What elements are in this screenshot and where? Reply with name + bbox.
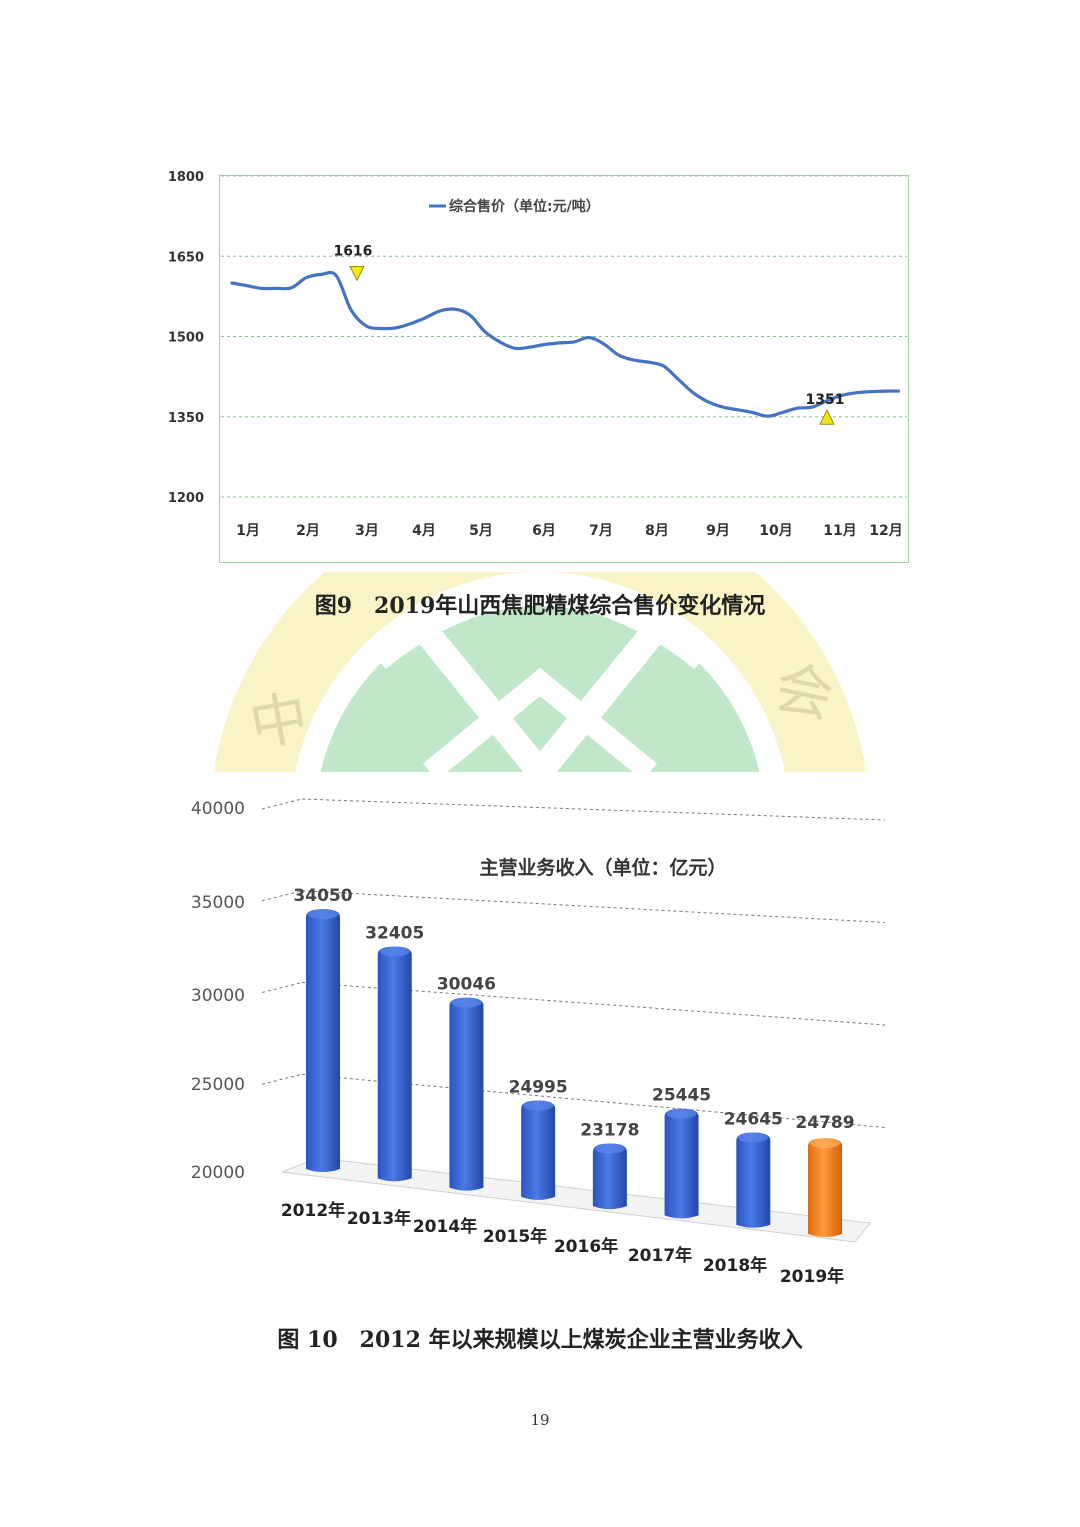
bar-value-label: 34050 bbox=[293, 886, 352, 906]
bar-body bbox=[449, 997, 484, 1191]
bar-value-label: 30046 bbox=[437, 975, 496, 995]
x-tick-label: 11月 bbox=[823, 523, 856, 539]
bar-top bbox=[594, 1143, 625, 1154]
bar-body bbox=[521, 1100, 556, 1200]
x-tick-label: 2017年 bbox=[628, 1245, 692, 1266]
y-tick-label: 25000 bbox=[191, 1075, 245, 1095]
bar-2016年 bbox=[592, 1143, 627, 1210]
bar-body bbox=[664, 1108, 699, 1219]
bar-chart-x-ticks: 2012年 2013年 2014年 2015年 2016年 2017年 2018年 2019年 bbox=[281, 1200, 844, 1287]
x-tick-label: 5月 bbox=[469, 523, 493, 539]
bar-2014年 bbox=[449, 997, 484, 1191]
x-tick-label: 2013年 bbox=[347, 1208, 411, 1229]
line-chart-legend: 综合售价（单位:元/吨） bbox=[429, 198, 600, 215]
bar-top bbox=[451, 997, 482, 1008]
bar-value-label: 24789 bbox=[795, 1113, 854, 1133]
x-tick-label: 2012年 bbox=[281, 1200, 345, 1221]
x-tick-label: 2015年 bbox=[483, 1226, 547, 1247]
bar-body bbox=[736, 1132, 771, 1228]
bar-top bbox=[738, 1132, 769, 1143]
y-tick-label: 40000 bbox=[191, 799, 245, 819]
max-marker bbox=[349, 265, 365, 282]
bar-2012年 bbox=[306, 909, 340, 1172]
bar-body bbox=[377, 946, 412, 1182]
bar-top bbox=[810, 1138, 840, 1149]
y-tick-label: 1350 bbox=[168, 411, 204, 426]
y-gridline-side bbox=[261, 798, 303, 810]
bar-top bbox=[308, 909, 338, 920]
line-chart-annotations: 1616 1351 bbox=[333, 243, 845, 425]
min-marker bbox=[819, 409, 835, 425]
bar-chart-title: 主营业务收入（单位：亿元） bbox=[479, 856, 726, 879]
bar-2013年 bbox=[377, 946, 412, 1182]
bar-body bbox=[306, 909, 340, 1172]
line-chart-grid bbox=[221, 175, 907, 498]
y-tick-label: 1200 bbox=[168, 491, 204, 506]
y-gridline bbox=[301, 890, 886, 923]
figure-9-caption: 图9 2019年山西焦肥精煤综合售价变化情况 bbox=[314, 593, 766, 619]
figure-10-caption: 图 10 2012 年以来规模以上煤炭企业主营业务收入 bbox=[277, 1327, 803, 1353]
x-tick-label: 2月 bbox=[296, 523, 320, 539]
max-annotation-label: 1616 bbox=[333, 243, 372, 259]
bar-value-label: 24995 bbox=[509, 1078, 568, 1098]
x-tick-label: 4月 bbox=[412, 523, 436, 539]
bar-body bbox=[592, 1143, 627, 1210]
y-gridline bbox=[301, 798, 886, 821]
bar-2019年 bbox=[808, 1138, 842, 1237]
bar-value-label: 32405 bbox=[365, 923, 424, 943]
min-annotation-label: 1351 bbox=[806, 392, 845, 408]
association-logo-watermark: 中 会 bbox=[215, 572, 865, 772]
bar-chart-bars bbox=[306, 909, 842, 1237]
y-tick-label: 35000 bbox=[191, 893, 245, 913]
bar-value-label: 24645 bbox=[724, 1110, 783, 1130]
bar-chart-grid bbox=[261, 798, 886, 1128]
y-tick-label: 20000 bbox=[191, 1163, 245, 1183]
x-tick-label: 2018年 bbox=[703, 1255, 767, 1276]
x-tick-label: 6月 bbox=[532, 523, 556, 539]
svg-text:会: 会 bbox=[769, 653, 840, 732]
y-gridline-side bbox=[261, 1073, 303, 1085]
bar-top bbox=[666, 1108, 697, 1119]
x-tick-label: 1月 bbox=[236, 523, 260, 539]
x-tick-label: 8月 bbox=[645, 523, 669, 539]
bar-chart-value-labels: 34050 32405 30046 24995 23178 25445 24645 24789 bbox=[293, 886, 854, 1140]
x-tick-label: 7月 bbox=[589, 523, 613, 539]
page-number: 19 bbox=[530, 1411, 550, 1429]
bar-value-label: 23178 bbox=[580, 1121, 639, 1141]
line-chart-y-ticks: 1200 1350 1500 1650 1800 bbox=[168, 170, 204, 506]
bar-2015年 bbox=[521, 1100, 556, 1200]
y-tick-label: 30000 bbox=[191, 986, 245, 1006]
x-tick-label: 10月 bbox=[759, 523, 792, 539]
y-tick-label: 1800 bbox=[168, 170, 204, 185]
bar-chart-floor bbox=[281, 1157, 871, 1243]
bar-2017年 bbox=[664, 1108, 699, 1219]
x-tick-label: 2016年 bbox=[554, 1236, 618, 1257]
x-tick-label: 12月 bbox=[869, 523, 902, 539]
x-tick-label: 9月 bbox=[706, 523, 730, 539]
y-tick-label: 1650 bbox=[168, 250, 204, 265]
x-tick-label: 3月 bbox=[355, 523, 379, 539]
bar-2018年 bbox=[736, 1132, 771, 1228]
y-tick-label: 1500 bbox=[168, 331, 204, 346]
bar-top bbox=[379, 946, 410, 957]
bar-value-label: 25445 bbox=[652, 1086, 711, 1106]
bar-chart-y-ticks: 20000 25000 30000 35000 40000 bbox=[191, 799, 245, 1183]
bar-body bbox=[808, 1138, 842, 1237]
bar-top bbox=[523, 1100, 554, 1111]
y-gridline-side bbox=[261, 982, 303, 993]
line-chart-x-ticks: 1月 2月 3月 4月 5月 6月 7月 8月 9月 10月 11月 12月 bbox=[236, 523, 903, 539]
legend-label: 综合售价（单位:元/吨） bbox=[449, 198, 600, 215]
svg-text:中: 中 bbox=[244, 683, 313, 760]
price-series-line bbox=[230, 270, 900, 418]
y-gridline-side bbox=[261, 890, 303, 902]
x-tick-label: 2019年 bbox=[780, 1266, 844, 1287]
x-tick-label: 2014年 bbox=[413, 1216, 477, 1237]
